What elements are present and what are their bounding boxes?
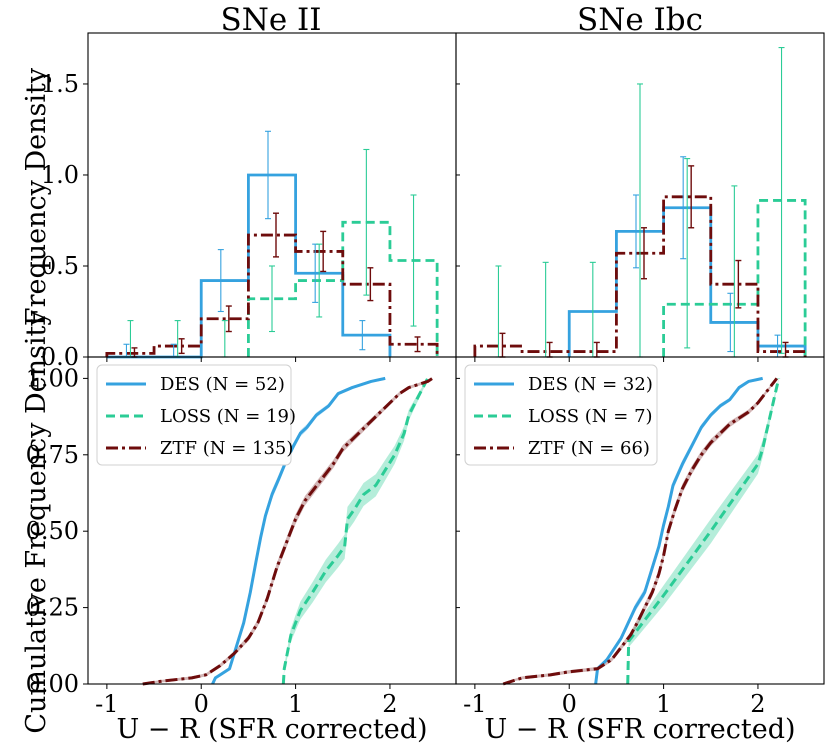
y-tick-label: 1.00 <box>26 364 79 392</box>
cdf-band-des <box>595 378 763 684</box>
legend-box <box>96 364 292 466</box>
legend-label-loss: LOSS (N = 19) <box>160 406 296 427</box>
hist-step-ztf <box>473 195 807 357</box>
title-sne-ibc: SNe Ibc <box>577 2 703 38</box>
y-tick-label: 0.00 <box>26 670 79 698</box>
y-tick-label: 0.50 <box>26 517 79 545</box>
legend-label-des: DES (N = 32) <box>528 374 653 395</box>
hist-step-ztf <box>105 233 439 357</box>
xlabel-right: U − R (SFR corrected) <box>484 714 795 745</box>
cdf-line-loss <box>626 378 781 685</box>
x-tick-label: 1 <box>656 690 671 718</box>
cdf-line-ztf <box>142 377 434 686</box>
ylabel-cumulative-frequency-density: Cumulative Frequency Density <box>21 310 52 734</box>
legend-label-des: DES (N = 52) <box>160 374 285 395</box>
x-tick-label: 0 <box>194 690 209 718</box>
axes-frame-3 <box>455 356 825 685</box>
xlabel-left: U − R (SFR corrected) <box>116 714 427 745</box>
y-tick-label: 0.25 <box>26 594 79 622</box>
y-tick-label: 1.5 <box>41 70 79 98</box>
legend-box <box>464 364 658 466</box>
cdf-band-loss <box>283 378 428 684</box>
x-tick-label: 0 <box>562 690 577 718</box>
y-tick-label: 0.0 <box>41 343 79 371</box>
y-tick-label: 0.75 <box>26 441 79 469</box>
cdf-band-ztf <box>503 378 777 684</box>
cdf-band-loss <box>627 378 779 684</box>
ylabel-frequency-density: Frequency Density <box>21 67 52 326</box>
legend-label-loss: LOSS (N = 7) <box>528 406 653 427</box>
legend-label-ztf: ZTF (N = 135) <box>160 438 293 459</box>
legend-sne-ibc: DES (N = 32) LOSS (N = 7) ZTF (N = 66) <box>464 364 658 466</box>
x-tick-label: 2 <box>750 690 765 718</box>
x-tick-label: -1 <box>95 690 118 718</box>
y-tick-label: 1.0 <box>41 161 79 189</box>
title-sne-ii: SNe II <box>220 2 321 38</box>
cdf-line-loss <box>281 377 430 685</box>
cdf-line-des <box>594 376 763 685</box>
legend-label-ztf: ZTF (N = 66) <box>528 438 650 459</box>
legend-sne-ii: DES (N = 52) LOSS (N = 19) ZTF (N = 135) <box>96 364 296 466</box>
x-tick-label: 1 <box>288 690 303 718</box>
cdf-line-ztf <box>502 377 779 686</box>
x-tick-label: -1 <box>463 690 486 718</box>
x-tick-label: 2 <box>382 690 397 718</box>
cdf-line-des <box>211 376 386 685</box>
y-tick-label: 0.5 <box>41 252 79 280</box>
